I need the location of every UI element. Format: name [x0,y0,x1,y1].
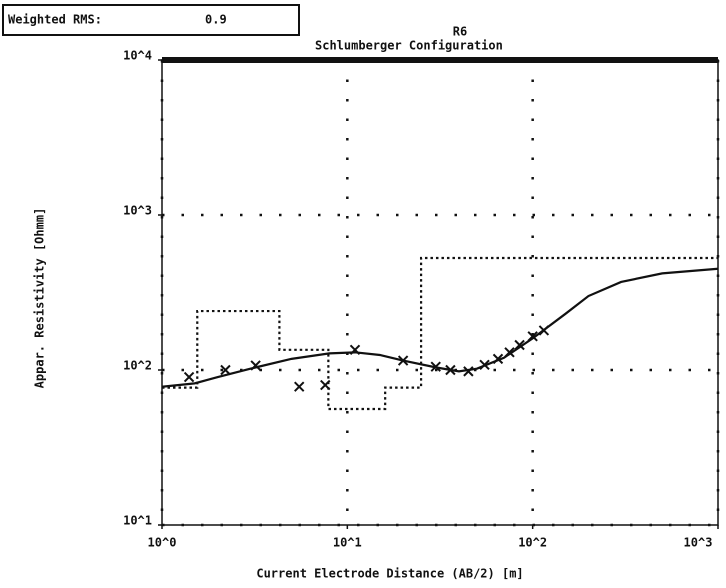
data-point [220,364,231,376]
y-tick-label: 10^2 [123,359,152,373]
x-tick-label: 10^3 [684,536,713,550]
x-axis-label: Current Electrode Distance (AB/2) [m] [256,567,523,581]
plot-frame [161,59,719,526]
chart-title: R6 [453,25,467,39]
top-bar [162,57,718,63]
fitted-curve [161,267,719,388]
rms-value: 0.9 [205,13,227,27]
data-point [183,371,195,383]
y-tick-label: 10^3 [123,204,152,218]
data-point [294,381,305,392]
rms-label: Weighted RMS: [8,13,102,27]
y-tick-label: 10^4 [123,49,152,63]
x-tick-label: 10^2 [518,536,547,550]
y-tick-label: 10^1 [123,514,152,528]
model-line [162,256,718,411]
chart-subtitle: Schlumberger Configuration [315,39,503,53]
x-tick-label: 10^1 [333,536,362,550]
data-point [463,366,474,377]
x-tick-label: 10^0 [148,536,177,550]
rms-box [2,4,300,36]
y-axis-label: Appar. Resistivity [Ohmm] [33,208,47,389]
